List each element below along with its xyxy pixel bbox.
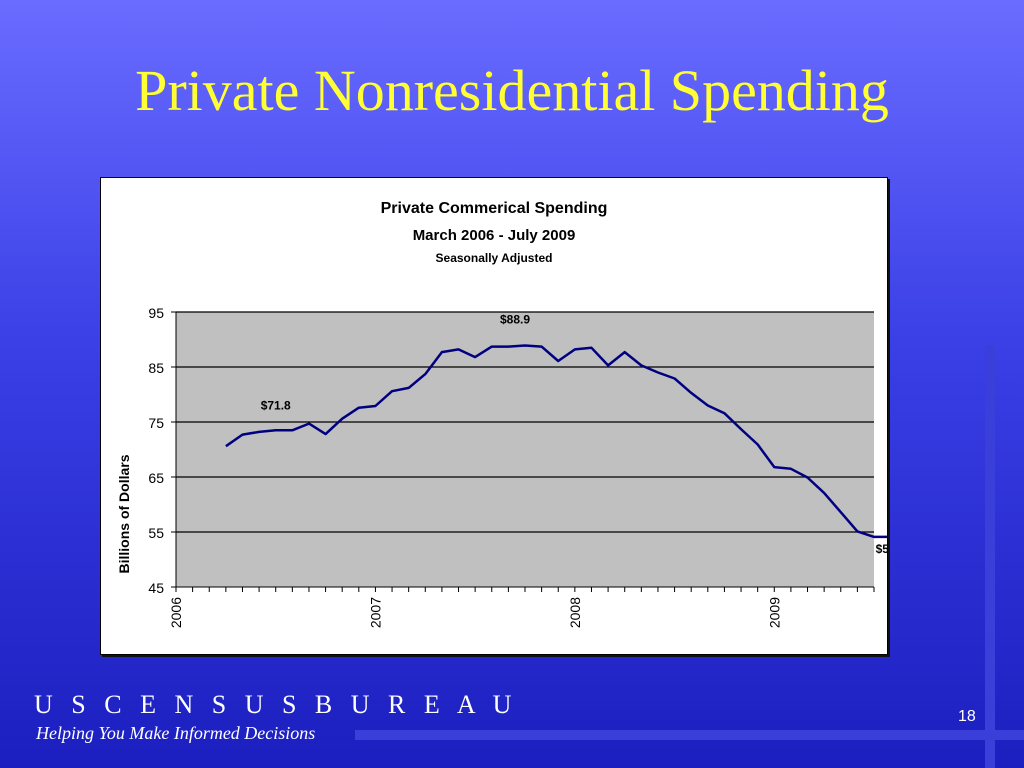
x-tick-label: 2006 — [168, 597, 184, 628]
plot-area: 45 55 65 75 85 95 2006 2007 2008 2009 $71.8 $88.9 $5… — [148, 305, 887, 628]
decorative-vertical-bar — [985, 345, 995, 768]
x-tick-label: 2007 — [367, 597, 383, 628]
slide-title: Private Nonresidential Spending — [135, 58, 889, 123]
y-tick-label: 45 — [148, 580, 164, 596]
data-label: $71.8 — [261, 399, 291, 413]
census-bureau-logo-text: U S C E N S U S B U R E A U — [34, 690, 518, 719]
y-tick-label: 75 — [148, 415, 164, 431]
y-tick-label: 85 — [148, 360, 164, 376]
y-axis-label: Billions of Dollars — [116, 454, 132, 573]
footer-bar — [355, 730, 1024, 740]
data-label: $88.9 — [500, 313, 530, 327]
y-tick-label: 95 — [148, 305, 164, 321]
chart-subtitle: March 2006 - July 2009 — [413, 227, 576, 244]
x-tick-label: 2008 — [567, 597, 583, 628]
x-tick-label: 2009 — [766, 597, 782, 628]
line-chart: Private Commerical Spending March 2006 -… — [116, 200, 887, 628]
y-tick-label: 65 — [148, 470, 164, 486]
series-line — [225, 344, 887, 539]
chart-title: Private Commerical Spending — [381, 200, 608, 217]
plot-background — [176, 312, 874, 587]
tagline: Helping You Make Informed Decisions — [36, 723, 316, 743]
y-tick-label: 55 — [148, 525, 164, 541]
chart-container: Private Commerical Spending March 2006 -… — [100, 177, 888, 655]
decorative-horizontal-bar — [985, 730, 1024, 740]
data-label: $54.1 — [876, 542, 887, 556]
chart-note: Seasonally Adjusted — [436, 251, 553, 265]
slide-number: 18 — [958, 708, 976, 725]
